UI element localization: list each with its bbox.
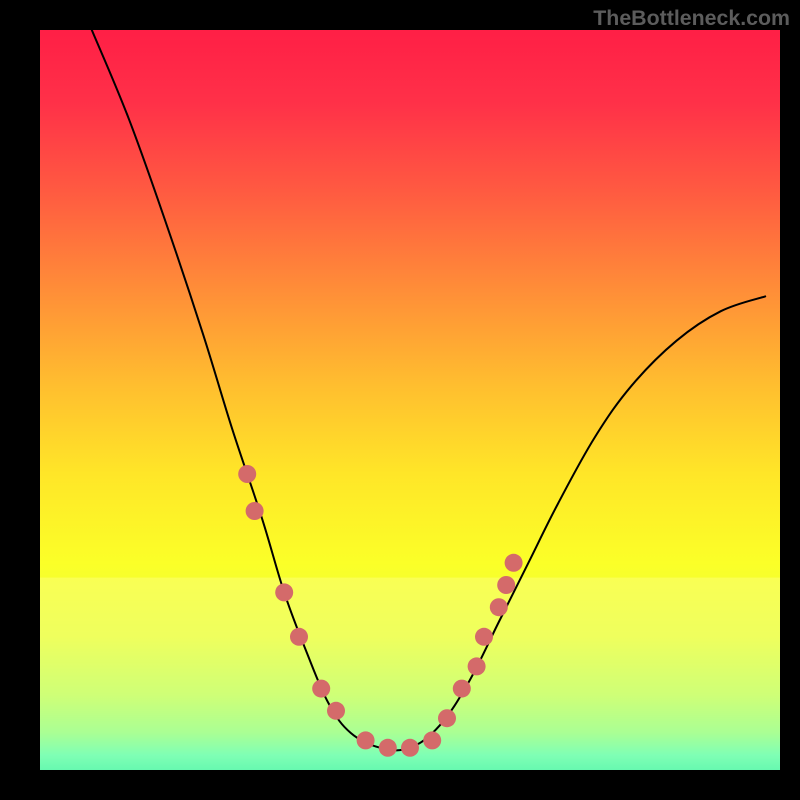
curve-marker bbox=[423, 731, 441, 749]
curve-marker bbox=[327, 702, 345, 720]
curve-marker bbox=[497, 576, 515, 594]
curve-marker bbox=[312, 680, 330, 698]
curve-marker bbox=[505, 554, 523, 572]
bottleneck-chart bbox=[0, 0, 800, 800]
curve-marker bbox=[238, 465, 256, 483]
curve-marker bbox=[490, 598, 508, 616]
curve-marker bbox=[275, 583, 293, 601]
curve-marker bbox=[290, 628, 308, 646]
curve-marker bbox=[246, 502, 264, 520]
curve-marker bbox=[401, 739, 419, 757]
curve-marker bbox=[438, 709, 456, 727]
curve-marker bbox=[379, 739, 397, 757]
curve-marker bbox=[468, 657, 486, 675]
watermark-text: TheBottleneck.com bbox=[593, 6, 790, 31]
curve-marker bbox=[475, 628, 493, 646]
curve-marker bbox=[357, 731, 375, 749]
curve-marker bbox=[453, 680, 471, 698]
